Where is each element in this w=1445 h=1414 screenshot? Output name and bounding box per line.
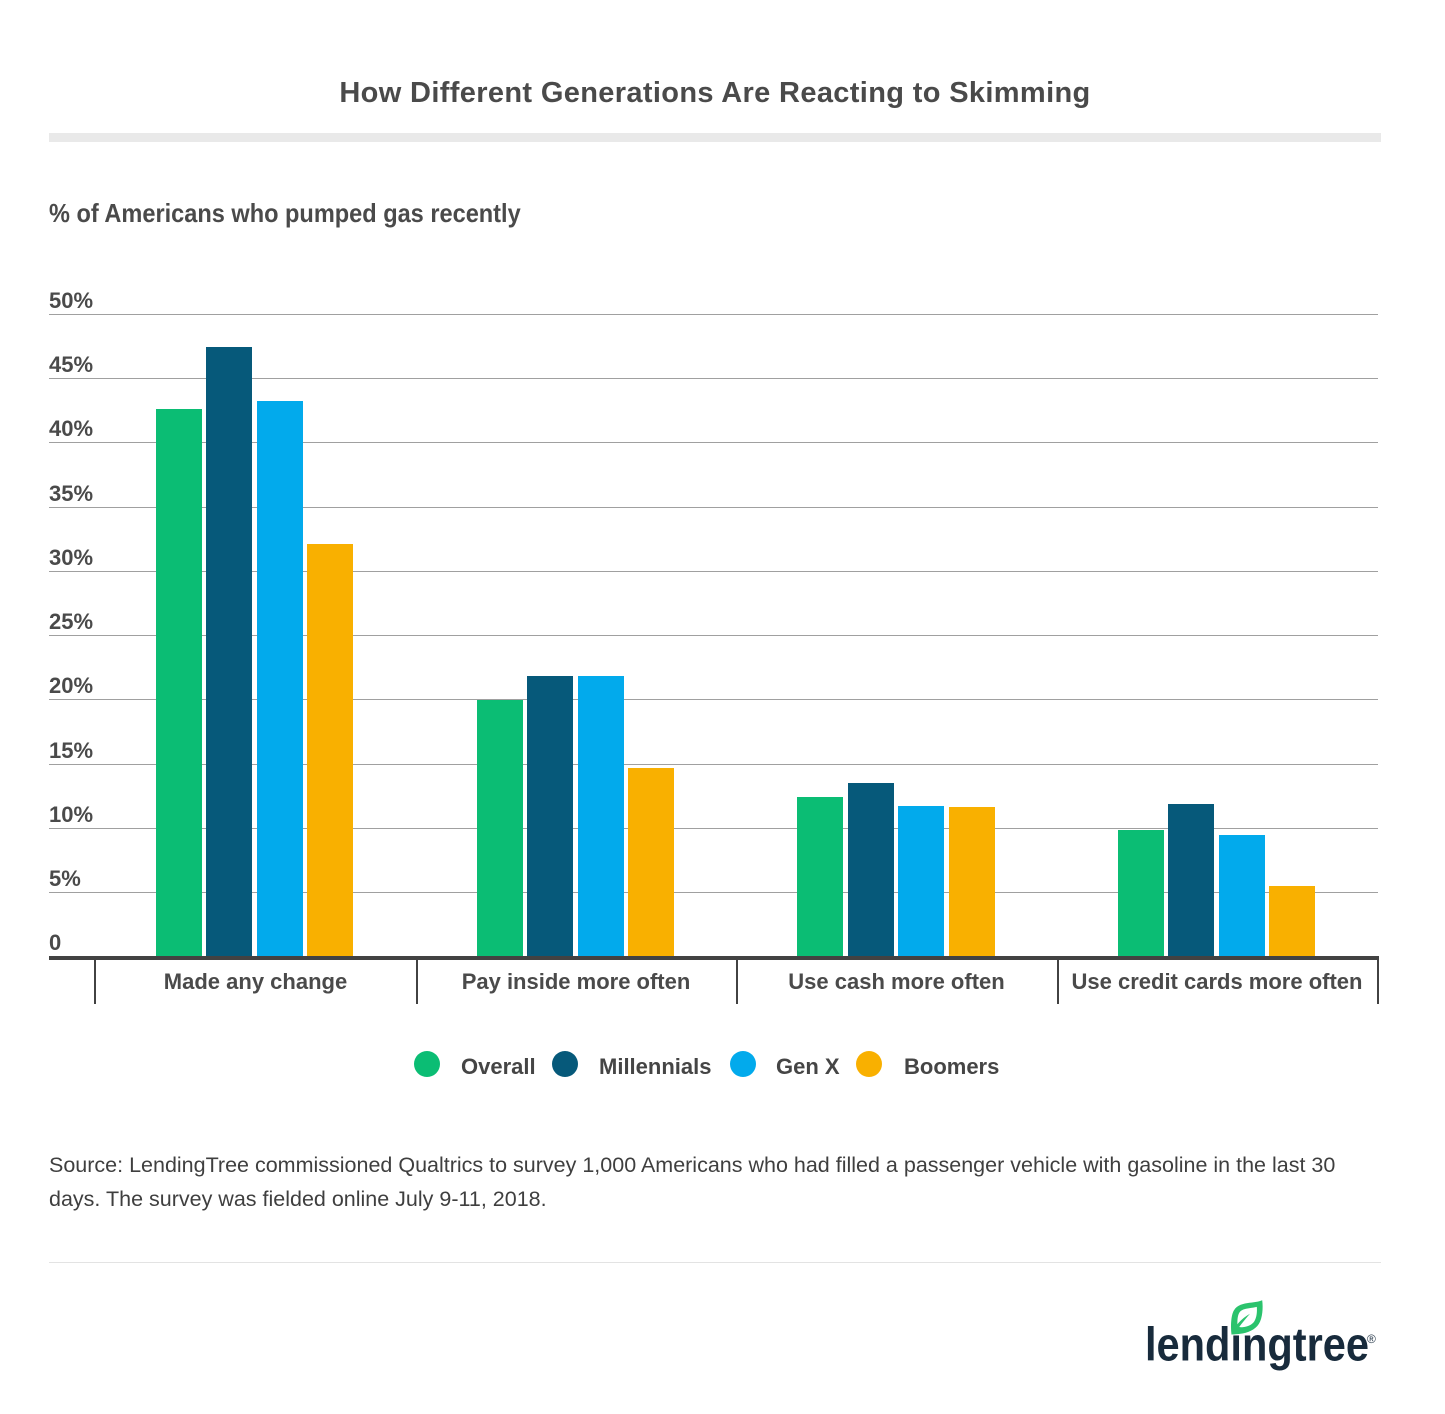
svg-text:®: ® <box>1367 1332 1376 1346</box>
